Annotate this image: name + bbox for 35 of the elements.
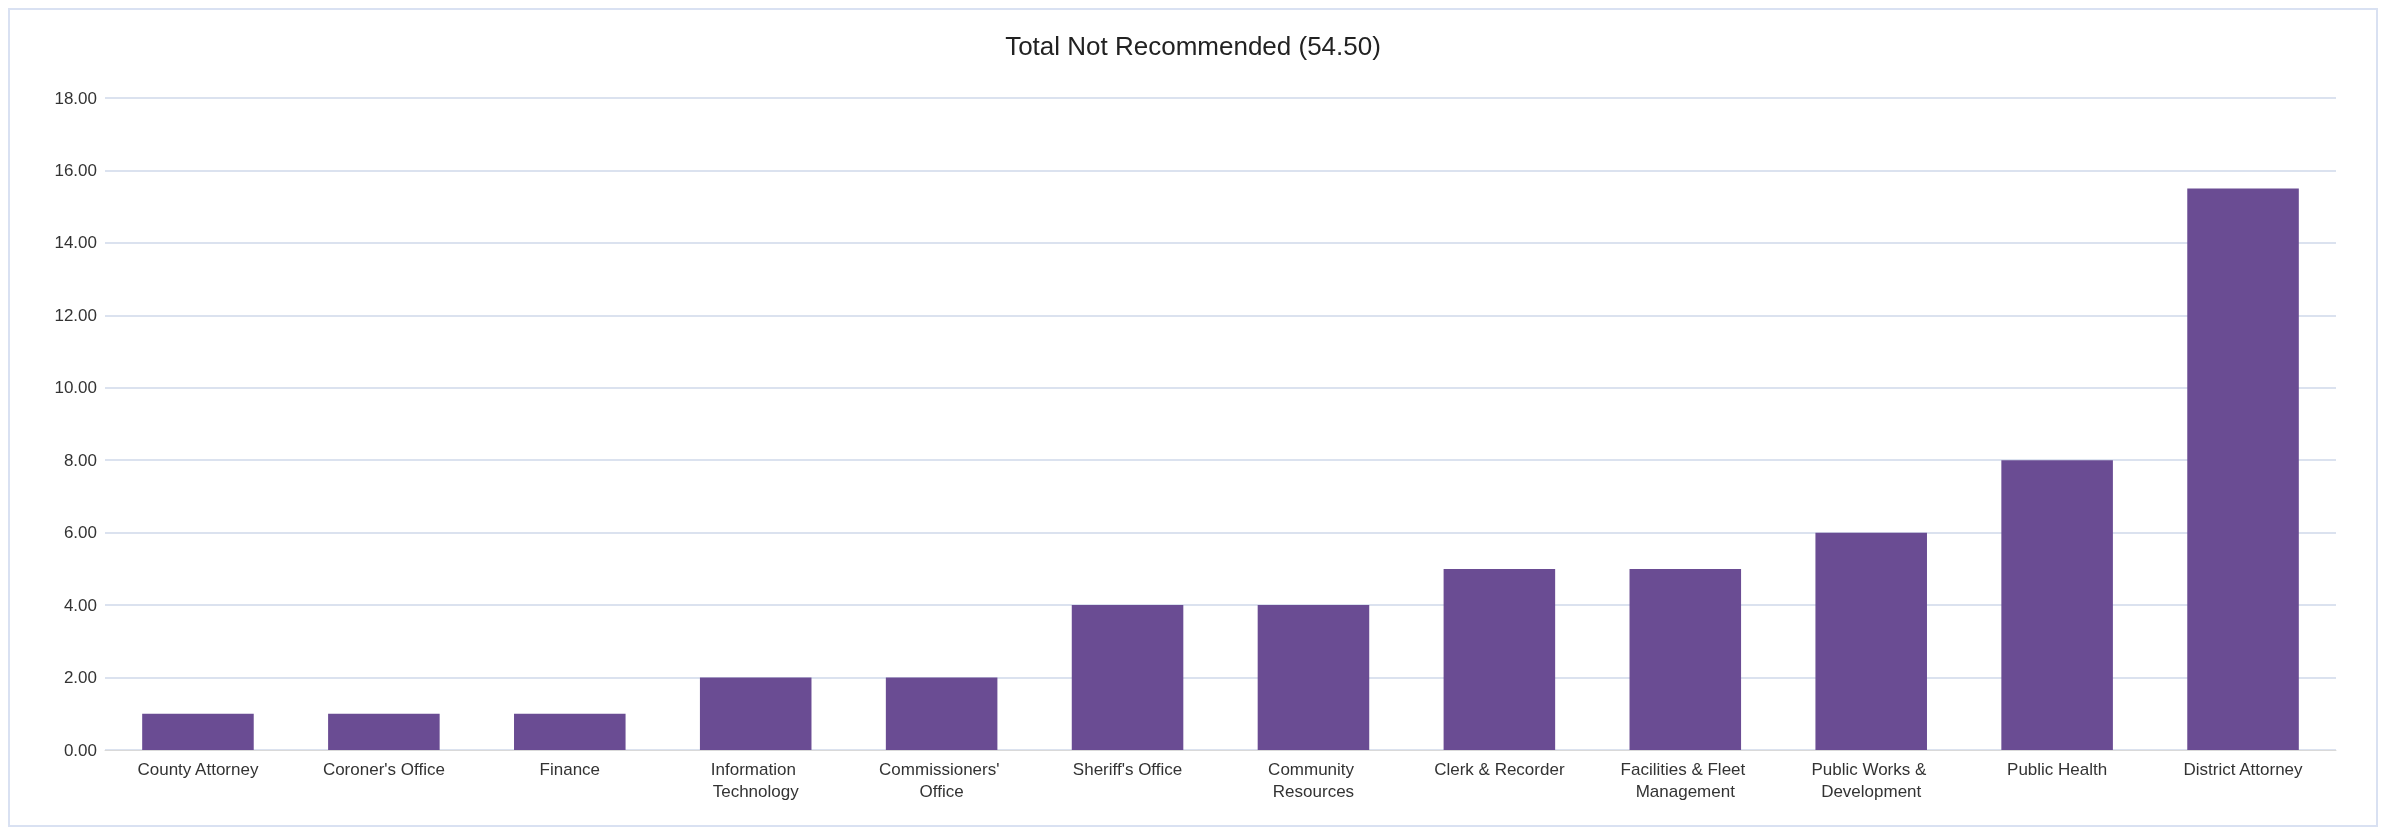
bar xyxy=(2187,188,2299,750)
x-tick-label: Community Resources xyxy=(1268,759,1359,801)
bar xyxy=(699,677,812,750)
x-tick-label: Public Health xyxy=(2007,759,2108,779)
x-tick-label: Coroner's Office xyxy=(322,759,445,779)
bar xyxy=(1071,605,1184,750)
bar xyxy=(885,677,998,750)
chart-title: Total Not Recommended (54.50) xyxy=(1005,31,1381,61)
bar xyxy=(1443,568,1556,750)
x-tick-label: Clerk & Recorder xyxy=(1434,759,1565,779)
x-tick-label: Finance xyxy=(539,759,601,779)
y-tick-label: 8.00 xyxy=(63,450,97,470)
y-tick-label: 12.00 xyxy=(54,305,97,325)
bar xyxy=(1629,568,1742,750)
x-tick-label: District Attorney xyxy=(2183,759,2304,779)
y-tick-label: 14.00 xyxy=(54,233,97,253)
bar xyxy=(1257,605,1370,750)
bar xyxy=(514,713,626,750)
x-tick-label: Information Technology xyxy=(710,759,801,801)
y-tick-label: 16.00 xyxy=(54,160,97,180)
y-tick-label: 4.00 xyxy=(63,595,97,615)
x-tick-label: Commissioners' Office xyxy=(879,759,1005,801)
y-tick-label: 18.00 xyxy=(54,88,97,108)
y-tick-label: 0.00 xyxy=(63,740,97,760)
y-tick-label: 10.00 xyxy=(54,378,97,398)
x-tick-label: County Attorney xyxy=(137,759,259,779)
y-tick-label: 6.00 xyxy=(63,523,97,543)
y-tick-label: 2.00 xyxy=(63,668,97,688)
x-tick-label: Public Works & Development xyxy=(1811,759,1932,801)
bar xyxy=(328,713,440,750)
bar xyxy=(1815,532,1927,750)
x-tick-label: Facilities & Fleet Management xyxy=(1620,759,1751,801)
x-tick-label: Sheriff's Office xyxy=(1072,759,1183,779)
bar xyxy=(142,713,254,750)
bar xyxy=(2001,460,2113,750)
